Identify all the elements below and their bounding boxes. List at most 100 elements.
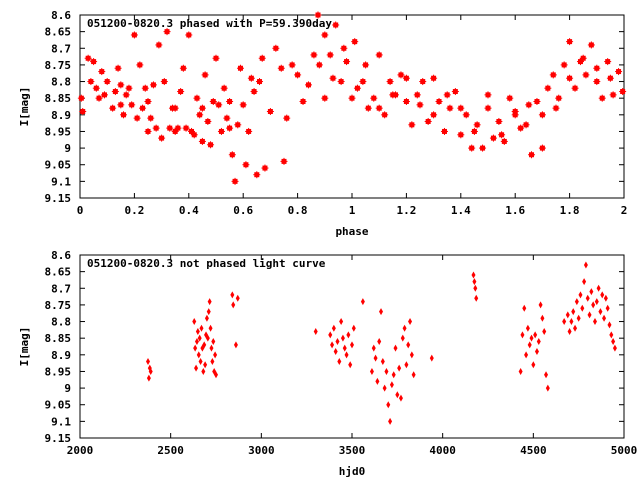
data-point — [585, 294, 590, 302]
data-point — [576, 314, 581, 322]
data-point — [522, 121, 530, 129]
data-point — [565, 311, 570, 319]
data-point — [382, 384, 387, 392]
data-point — [375, 104, 383, 112]
x-tick-label: 2500 — [157, 444, 184, 457]
data-point — [408, 121, 416, 129]
data-point — [340, 44, 348, 52]
data-point — [592, 318, 597, 326]
data-point — [208, 324, 213, 332]
plot-title: 051200-0820.3 not phased light curve — [87, 257, 326, 270]
data-point — [619, 88, 627, 96]
data-point — [377, 338, 382, 346]
x-tick-label: 3000 — [248, 444, 275, 457]
data-point — [562, 318, 567, 326]
x-tick-label: 4000 — [429, 444, 456, 457]
data-point — [247, 74, 255, 82]
y-tick-label: 8.75 — [45, 59, 72, 72]
data-point — [340, 334, 345, 342]
data-point — [578, 291, 583, 299]
data-point — [339, 318, 344, 326]
data-point — [587, 41, 595, 49]
data-point — [231, 177, 239, 185]
data-point — [538, 111, 546, 119]
data-point — [582, 278, 587, 286]
data-point — [166, 124, 174, 132]
data-point — [598, 94, 606, 102]
data-point — [100, 91, 108, 99]
plot-title: 051200-0820.3 phased with P=59.390day — [87, 17, 332, 30]
data-point — [217, 127, 225, 135]
data-point — [321, 31, 329, 39]
x-tick-label: 5000 — [611, 444, 638, 457]
y-tick-label: 8.65 — [45, 266, 72, 279]
data-point — [79, 107, 87, 115]
data-point — [522, 304, 527, 312]
data-point — [343, 58, 351, 66]
y-tick-label: 9.05 — [45, 159, 72, 172]
plot-frame — [79, 14, 625, 199]
x-tick-label: 1.8 — [560, 204, 580, 217]
phased-light-curve-panel: 0 0.2 0.4 0.6 0.8 1 1.2 1.4 1.6 1.8 2 8.6 8.65 8.7 8.7… — [18, 9, 627, 238]
data-point — [388, 417, 393, 425]
data-point — [198, 357, 203, 365]
data-point — [202, 341, 207, 349]
data-point — [566, 38, 574, 46]
data-point — [111, 88, 119, 96]
data-point — [612, 344, 617, 352]
data-point — [332, 21, 340, 29]
data-point — [527, 341, 532, 349]
data-point — [310, 51, 318, 59]
data-point — [199, 324, 204, 332]
data-point — [261, 164, 269, 172]
data-point — [472, 278, 477, 286]
data-point — [196, 111, 204, 119]
y-tick-label: 8.7 — [51, 42, 71, 55]
x-tick-label: 1.2 — [396, 204, 416, 217]
data-point — [220, 84, 228, 92]
data-point — [328, 331, 333, 339]
data-point — [511, 107, 519, 115]
data-point — [371, 344, 376, 352]
data-point — [348, 361, 353, 369]
data-point — [498, 131, 506, 139]
y-tick-label: 8.85 — [45, 332, 72, 345]
y-tick-label: 9.1 — [51, 175, 71, 188]
data-point — [90, 58, 98, 66]
data-point — [500, 137, 508, 145]
data-point — [400, 334, 405, 342]
data-point — [603, 294, 608, 302]
data-point — [600, 291, 605, 299]
data-point — [471, 271, 476, 279]
data-point — [136, 61, 144, 69]
data-point — [495, 117, 503, 125]
data-point — [518, 367, 523, 375]
data-point — [593, 64, 601, 72]
data-point — [288, 61, 296, 69]
y-tick-label: 9 — [64, 382, 71, 395]
data-point — [144, 127, 152, 135]
data-point — [525, 101, 533, 109]
data-point — [525, 324, 530, 332]
data-point — [92, 84, 100, 92]
data-point — [212, 54, 220, 62]
y-axis-label: I[mag] — [18, 327, 31, 367]
y-tick-label: 9.05 — [45, 399, 72, 412]
data-point — [359, 78, 367, 86]
data-point — [489, 134, 497, 142]
data-point — [233, 341, 238, 349]
data-point — [360, 298, 365, 306]
data-point — [350, 341, 354, 349]
data-point — [424, 117, 432, 125]
data-point — [203, 361, 208, 369]
data-point — [294, 71, 302, 79]
data-point — [540, 314, 545, 322]
data-point — [253, 171, 261, 179]
x-tick-label: 1.6 — [505, 204, 525, 217]
data-point — [204, 117, 212, 125]
data-point — [163, 28, 171, 36]
x-tick-label: 0.6 — [233, 204, 253, 217]
y-tick-label: 9.1 — [51, 415, 71, 428]
data-point — [389, 91, 397, 99]
data-point — [380, 357, 385, 365]
